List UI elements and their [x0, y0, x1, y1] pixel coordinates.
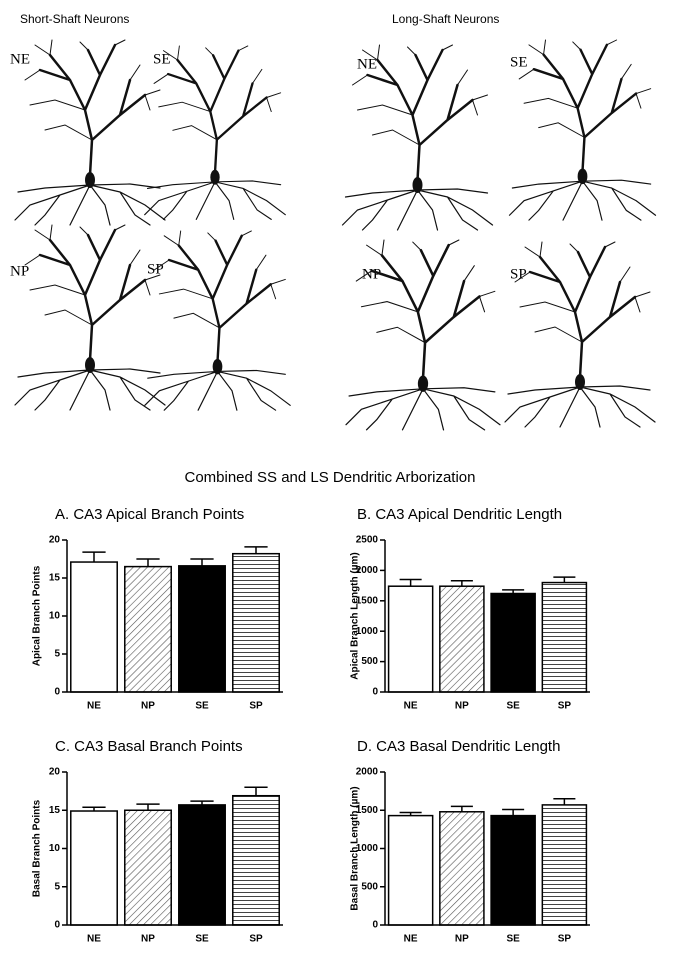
bar — [124, 565, 172, 693]
y-tick-label: 500 — [361, 881, 378, 892]
neuron-label: NP — [10, 263, 29, 279]
neuron-label: NE — [357, 56, 377, 72]
y-tick-label: 0 — [54, 687, 60, 698]
y-tick-label: 20 — [49, 767, 61, 778]
x-tick-label: NP — [141, 934, 155, 945]
x-tick-label: NE — [87, 701, 101, 712]
y-tick-label: 5 — [54, 881, 60, 892]
y-tick-label: 1000 — [356, 843, 379, 854]
bar — [490, 592, 536, 693]
y-axis-label: Basal Branch Length (µm) — [350, 786, 361, 910]
x-tick-label: SE — [195, 934, 209, 945]
x-tick-label: NE — [404, 701, 418, 712]
chart-title: C. CA3 Basal Branch Points — [55, 738, 243, 755]
bar — [387, 585, 434, 693]
y-tick-label: 15 — [49, 805, 61, 816]
y-tick-label: 2000 — [356, 767, 379, 778]
y-tick-label: 2500 — [356, 535, 379, 546]
neuron-drawing — [143, 44, 287, 221]
x-tick-label: NP — [455, 701, 469, 712]
neuron-label: SE — [153, 51, 171, 67]
x-tick-label: NP — [141, 701, 155, 712]
neuron-label: SE — [510, 54, 528, 70]
figure-title: Combined SS and LS Dendritic Arborizatio… — [185, 469, 476, 486]
neuron-label: NP — [362, 266, 381, 282]
neuron-drawing — [503, 240, 657, 429]
x-tick-label: NE — [404, 934, 418, 945]
bar — [70, 810, 118, 926]
chart-title: D. CA3 Basal Dendritic Length — [357, 738, 560, 755]
bar — [232, 794, 280, 926]
neuron-label: NE — [10, 51, 30, 67]
y-tick-label: 1000 — [356, 626, 379, 637]
chart-title: A. CA3 Apical Branch Points — [55, 506, 244, 523]
neuron-drawing — [13, 223, 167, 412]
y-tick-label: 1500 — [356, 805, 379, 816]
x-tick-label: SP — [558, 701, 572, 712]
x-tick-label: NP — [455, 934, 469, 945]
bar — [541, 581, 588, 693]
panel-title: Short-Shaft Neurons — [20, 12, 129, 26]
bar — [439, 811, 485, 926]
bar — [490, 814, 536, 926]
bar — [439, 585, 485, 693]
y-tick-label: 1500 — [356, 595, 379, 606]
panel-title: Long-Shaft Neurons — [392, 12, 499, 26]
x-tick-label: SE — [195, 701, 209, 712]
bar — [232, 552, 280, 693]
x-tick-label: SE — [506, 701, 520, 712]
neuron-drawing — [341, 43, 494, 232]
y-tick-label: 20 — [49, 535, 61, 546]
y-tick-label: 5 — [54, 649, 60, 660]
bar — [387, 814, 434, 926]
x-tick-label: SP — [249, 934, 263, 945]
y-tick-label: 0 — [372, 687, 378, 698]
y-tick-label: 10 — [49, 843, 61, 854]
bar — [178, 565, 226, 693]
y-tick-label: 0 — [54, 920, 60, 931]
y-tick-label: 10 — [49, 611, 61, 622]
bar — [70, 561, 118, 693]
bar — [178, 804, 226, 926]
y-tick-label: 15 — [49, 573, 61, 584]
neuron-label: SP — [510, 266, 527, 282]
y-tick-label: 0 — [372, 920, 378, 931]
x-tick-label: SE — [506, 934, 520, 945]
neuron-drawing — [508, 38, 657, 222]
chart-title: B. CA3 Apical Dendritic Length — [357, 506, 562, 523]
y-tick-label: 2000 — [356, 565, 379, 576]
x-tick-label: SP — [558, 934, 572, 945]
y-axis-label: Apical Branch Points — [32, 565, 43, 666]
x-tick-label: NE — [87, 934, 101, 945]
bar — [541, 804, 588, 926]
y-axis-label: Apical Branch Length (µm) — [350, 552, 361, 679]
neuron-drawing — [143, 229, 292, 412]
y-axis-label: Basal Branch Points — [32, 799, 43, 897]
neuron-drawing — [13, 38, 167, 227]
y-tick-label: 500 — [361, 656, 378, 667]
bar — [124, 809, 172, 926]
x-tick-label: SP — [249, 701, 263, 712]
